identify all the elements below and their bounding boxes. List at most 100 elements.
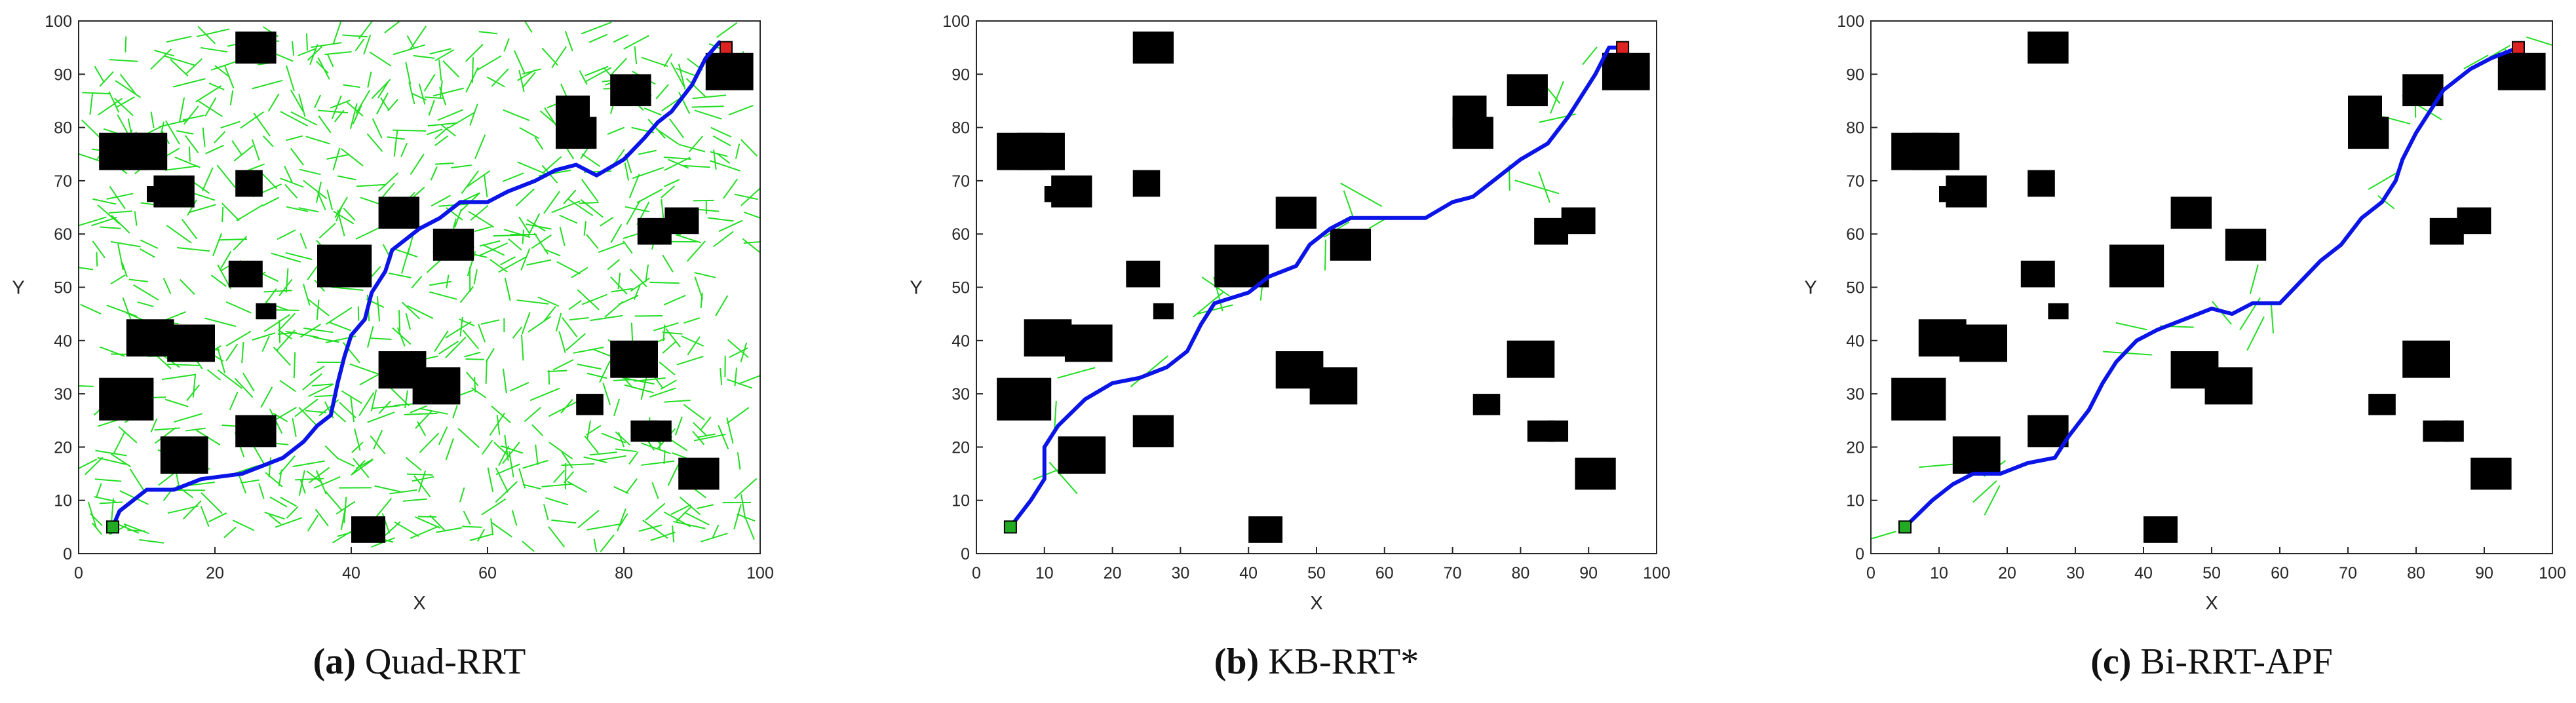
panel-b-y-axis-label: Y	[910, 278, 922, 299]
tree-branch	[464, 351, 481, 358]
panel-c-start-marker	[1898, 520, 1912, 534]
tree-branch	[417, 516, 436, 518]
tree-branch	[742, 238, 761, 254]
tree-branch	[284, 183, 298, 199]
tree-branch	[634, 46, 638, 64]
tree-branch	[638, 524, 663, 532]
obstacle	[2109, 244, 2164, 288]
tree-branch	[486, 76, 505, 88]
tree-branch	[543, 248, 561, 257]
tree-branch	[407, 305, 434, 319]
tree-branch	[298, 48, 317, 56]
tree-branch	[195, 429, 221, 446]
obstacle	[664, 207, 699, 235]
tree-branch	[303, 180, 328, 199]
tree-branch	[293, 352, 296, 379]
tree-branch	[508, 238, 522, 251]
tree-branch	[564, 31, 573, 52]
tree-branch	[625, 206, 650, 213]
tree-branch	[686, 240, 706, 262]
tree-branch	[701, 533, 728, 542]
tree-branch	[377, 81, 389, 99]
panel-c-y-axis-label: Y	[1804, 278, 1817, 299]
tree-branch	[205, 144, 225, 155]
panel-a-y-axis-label: Y	[12, 278, 24, 299]
tree-branch	[528, 316, 551, 333]
tree-branch	[543, 305, 556, 322]
tree-branch	[548, 526, 566, 548]
tree-branch	[183, 500, 202, 520]
tree-branch	[691, 105, 724, 108]
tree-branch	[419, 432, 440, 453]
tree-branch	[568, 299, 582, 311]
tree-branch	[87, 501, 97, 528]
tree-branch	[647, 119, 666, 139]
tree-branch	[618, 432, 625, 447]
x-tick-label: 60	[1375, 564, 1394, 582]
tree-branch	[437, 109, 463, 121]
tree-branch	[489, 412, 505, 436]
tree-branch	[302, 373, 322, 390]
tree-branch	[693, 487, 706, 499]
tree-branch	[308, 383, 334, 397]
tree-branch	[122, 297, 132, 320]
tree-branch	[440, 124, 457, 137]
tree-branch	[471, 57, 474, 83]
tree-branch	[313, 476, 341, 489]
y-tick-label: 0	[63, 545, 72, 563]
tree-branch	[413, 54, 435, 59]
tree-branch	[617, 508, 626, 532]
tree-branch	[223, 526, 237, 539]
tree-branch	[623, 240, 633, 254]
obstacle	[678, 457, 720, 490]
tree-branch	[354, 428, 361, 451]
tree-branch	[106, 193, 134, 200]
obstacle	[2368, 394, 2396, 415]
panel-a-goal-marker	[720, 41, 733, 54]
tree-branch	[110, 453, 132, 468]
tree-branch	[465, 43, 484, 62]
tree-branch	[284, 165, 293, 183]
tree-branch	[516, 299, 549, 305]
y-tick-label: 30	[1846, 385, 1864, 404]
y-tick-label: 10	[1846, 492, 1864, 510]
tree-branch	[2270, 303, 2275, 333]
tree-branch	[193, 193, 216, 201]
tree-branch	[189, 204, 216, 214]
obstacle	[160, 436, 208, 474]
obstacle	[576, 394, 604, 415]
tree-branch	[543, 191, 560, 214]
tree-branch	[429, 291, 457, 300]
panel-b-caption-title: KB-RRT*	[1259, 641, 1419, 682]
x-tick-label: 70	[1444, 564, 1462, 582]
tree-branch	[303, 284, 311, 306]
tree-branch	[662, 332, 683, 335]
tree-branch	[728, 105, 754, 116]
tree-branch	[681, 335, 704, 347]
obstacle	[2028, 170, 2055, 197]
tree-branch	[579, 70, 588, 85]
tree-branch	[650, 531, 676, 541]
obstacle	[1275, 197, 1317, 229]
panel-b-start-marker	[1003, 520, 1017, 534]
obstacle	[2028, 31, 2069, 64]
tree-branch	[579, 201, 599, 204]
tree-branch	[541, 483, 573, 487]
tree-branch	[1972, 480, 1997, 503]
tree-branch	[726, 417, 734, 444]
panel-a-x-axis-label: X	[413, 593, 425, 614]
tree-branch	[518, 69, 525, 92]
panel-a-x-ticks: 0 20 40 60 80 100	[74, 547, 774, 582]
tree-branch	[673, 520, 706, 529]
tree-branch	[665, 328, 682, 348]
tree-branch	[1343, 190, 1354, 218]
tree-branch	[1368, 218, 1387, 229]
tree-branch	[268, 514, 282, 525]
tree-branch	[91, 216, 117, 227]
tree-branch	[439, 80, 443, 99]
tree-branch	[278, 329, 292, 340]
tree-branch	[508, 451, 514, 478]
tree-branch	[577, 510, 600, 529]
tree-branch	[485, 348, 495, 362]
obstacle	[2470, 457, 2512, 490]
